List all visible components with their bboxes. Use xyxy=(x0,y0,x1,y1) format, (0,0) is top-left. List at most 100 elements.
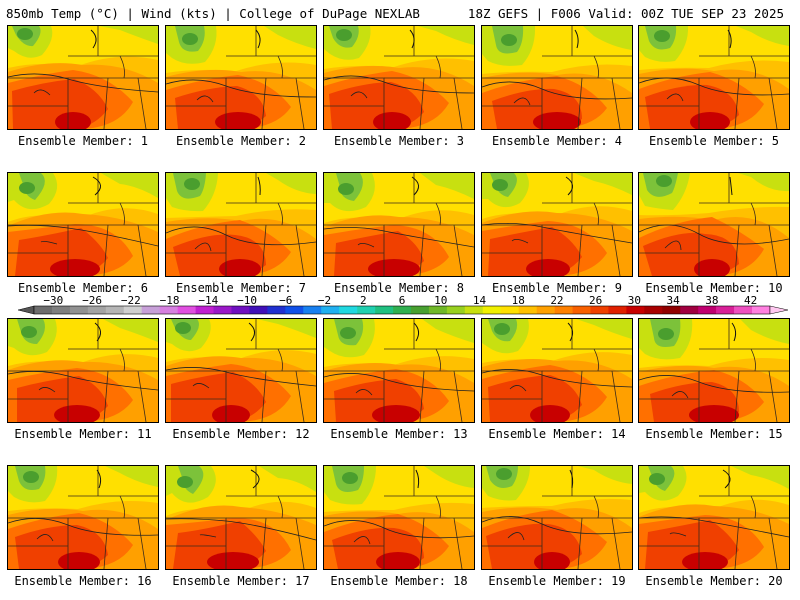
colorbar-swatch xyxy=(69,306,89,314)
ensemble-member-map xyxy=(481,172,633,277)
colorbar-swatch xyxy=(698,306,717,314)
ensemble-member-map xyxy=(7,318,159,423)
temperature-colorbar: −30 −26 −22 −18 −14 −10 −6 −2 2 6 10 14 18 22 26 30 34 38… xyxy=(18,296,788,315)
ensemble-member-label: Ensemble Member: 13 xyxy=(330,427,468,441)
temperature-map xyxy=(482,466,632,569)
colorbar-swatch xyxy=(464,306,484,314)
colorbar-swatch xyxy=(393,306,412,314)
colorbar-tick-label: 14 xyxy=(473,296,487,307)
colorbar-tick-label: 26 xyxy=(589,296,602,307)
temperature-map xyxy=(639,173,789,276)
temperature-map xyxy=(8,173,158,276)
colorbar-swatch xyxy=(303,306,322,314)
colorbar-swatch xyxy=(680,306,699,314)
colorbar-swatch xyxy=(123,306,143,314)
ensemble-member-map xyxy=(165,465,317,570)
colorbar-swatch xyxy=(141,306,160,314)
ensemble-member-map xyxy=(323,25,475,130)
colorbar-tick-label: −10 xyxy=(237,296,257,307)
ensemble-member-map xyxy=(638,25,790,130)
colorbar-swatch xyxy=(285,306,304,314)
colorbar-swatch xyxy=(536,306,555,314)
colorbar-swatch xyxy=(51,306,71,314)
ensemble-member-label: Ensemble Member: 9 xyxy=(491,281,623,295)
ensemble-member-map xyxy=(323,318,475,423)
colorbar-tick-label: 30 xyxy=(628,296,641,307)
temperature-map xyxy=(8,466,158,569)
colorbar-swatch xyxy=(482,306,502,314)
colorbar-swatch xyxy=(554,306,573,314)
colorbar-swatch xyxy=(159,306,178,314)
colorbar-tick-label: −22 xyxy=(121,296,141,307)
colorbar-swatch xyxy=(662,306,681,314)
colorbar-tick-label: −14 xyxy=(198,296,218,307)
colorbar-tick-label: 2 xyxy=(360,296,367,307)
temperature-map xyxy=(166,466,316,569)
colorbar-swatch xyxy=(518,306,537,314)
colorbar-tick-label: −30 xyxy=(43,296,63,307)
colorbar-swatch xyxy=(195,306,214,314)
ensemble-member-label: Ensemble Member: 12 xyxy=(172,427,310,441)
colorbar-low-arrow xyxy=(18,305,35,315)
ensemble-member-label: Ensemble Member: 16 xyxy=(14,574,152,588)
temperature-map xyxy=(482,319,632,422)
colorbar-swatch xyxy=(87,306,107,314)
temperature-map xyxy=(166,26,316,129)
temperature-map xyxy=(8,319,158,422)
colorbar-tick-label: 18 xyxy=(512,296,525,307)
temperature-map xyxy=(166,319,316,422)
colorbar-swatch xyxy=(500,306,519,314)
ensemble-member-label: Ensemble Member: 15 xyxy=(645,427,783,441)
ensemble-member-label: Ensemble Member: 17 xyxy=(172,574,310,588)
colorbar-tick-label: 6 xyxy=(399,296,406,307)
colorbar-swatch xyxy=(716,306,735,314)
colorbar-tick-label: 34 xyxy=(667,296,681,307)
ensemble-member-map xyxy=(7,172,159,277)
ensemble-member-label: Ensemble Member: 11 xyxy=(14,427,152,441)
map-title: 850mb Temp (°C) | Wind (kts) | College o… xyxy=(6,6,420,21)
ensemble-member-map xyxy=(638,318,790,423)
colorbar-tick-label: 38 xyxy=(705,296,718,307)
ensemble-member-label: Ensemble Member: 10 xyxy=(645,281,783,295)
colorbar-swatch xyxy=(608,306,627,314)
temperature-map xyxy=(166,173,316,276)
colorbar-swatch xyxy=(105,306,125,314)
ensemble-member-map xyxy=(323,465,475,570)
ensemble-member-label: Ensemble Member: 14 xyxy=(488,427,626,441)
model-run-info: 18Z GEFS | F006 Valid: 00Z TUE SEP 23 20… xyxy=(467,6,784,21)
ensemble-member-map xyxy=(323,172,475,277)
colorbar-swatch xyxy=(734,306,753,314)
colorbar-tick-label: −6 xyxy=(279,296,292,307)
colorbar-swatch xyxy=(339,306,358,314)
colorbar-tick-label: −2 xyxy=(318,296,331,307)
ensemble-member-label: Ensemble Member: 18 xyxy=(330,574,468,588)
temperature-map xyxy=(482,173,632,276)
temperature-map xyxy=(639,466,789,569)
temperature-map xyxy=(482,26,632,129)
temperature-map xyxy=(324,466,474,569)
ensemble-member-label: Ensemble Member: 2 xyxy=(175,134,307,148)
ensemble-member-map xyxy=(165,25,317,130)
colorbar-swatch xyxy=(249,306,268,314)
temperature-map xyxy=(324,319,474,422)
ensemble-member-label: Ensemble Member: 8 xyxy=(333,281,465,295)
colorbar-swatch xyxy=(446,306,466,314)
ensemble-member-label: Ensemble Member: 6 xyxy=(17,281,149,295)
ensemble-member-label: Ensemble Member: 3 xyxy=(333,134,465,148)
ensemble-member-label: Ensemble Member: 7 xyxy=(175,281,307,295)
colorbar-swatch xyxy=(752,306,771,314)
ensemble-member-label: Ensemble Member: 19 xyxy=(488,574,626,588)
colorbar-swatch xyxy=(572,306,591,314)
colorbar-swatch xyxy=(231,306,250,314)
colorbar-swatch xyxy=(321,306,340,314)
colorbar-swatch xyxy=(357,306,376,314)
colorbar-tick-label: −18 xyxy=(160,296,180,307)
ensemble-member-map xyxy=(481,25,633,130)
colorbar-tick-label: 42 xyxy=(744,296,757,307)
ensemble-member-map xyxy=(7,25,159,130)
colorbar-swatch xyxy=(644,306,663,314)
colorbar-high-arrow xyxy=(769,305,788,315)
ensemble-member-map xyxy=(638,465,790,570)
temperature-map xyxy=(8,26,158,129)
ensemble-member-map xyxy=(165,318,317,423)
